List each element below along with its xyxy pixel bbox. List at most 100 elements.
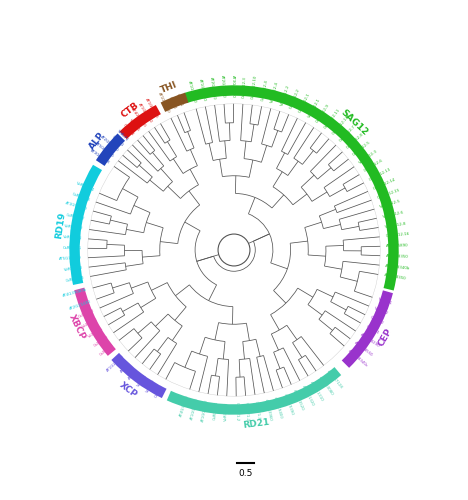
Text: CsSAG12-3: CsSAG12-3 — [241, 76, 247, 98]
Text: ALP: ALP — [88, 130, 107, 152]
Text: VvRD19-1: VvRD19-1 — [63, 235, 82, 240]
Text: AT4G11320: AT4G11320 — [301, 385, 314, 407]
Text: CsSAG12-15: CsSAG12-15 — [376, 188, 401, 200]
Text: CsSAG12-16: CsSAG12-16 — [386, 232, 410, 238]
Text: CEP: CEP — [377, 326, 394, 348]
Text: CsCEP1: CsCEP1 — [365, 324, 380, 335]
Text: CsRD19-1: CsRD19-1 — [63, 246, 82, 250]
Text: AT5G43080: AT5G43080 — [318, 375, 334, 396]
Text: VvSAG12-8: VvSAG12-8 — [384, 221, 406, 228]
Text: VvALP1: VvALP1 — [117, 129, 130, 142]
Text: CsALP1: CsALP1 — [111, 134, 124, 147]
Text: VvCTB1: VvCTB1 — [128, 118, 141, 132]
Text: VvCEP1: VvCEP1 — [377, 298, 393, 306]
Text: AT1G02880: AT1G02880 — [201, 400, 209, 422]
Text: CsXCP2: CsXCP2 — [154, 384, 165, 398]
Text: CsSAG12-9: CsSAG12-9 — [315, 103, 331, 124]
Text: CsRD19-2: CsRD19-2 — [66, 213, 85, 221]
Text: AT1G29080: AT1G29080 — [187, 80, 197, 104]
Text: AT3G54980: AT3G54980 — [65, 202, 88, 211]
Text: AT3G48340c: AT3G48340c — [347, 348, 369, 368]
Text: AT4G01610: AT4G01610 — [130, 107, 147, 128]
Text: AT5G45890: AT5G45890 — [386, 244, 409, 248]
Text: AT1G02890: AT1G02890 — [190, 397, 199, 420]
Text: CsCTB1: CsCTB1 — [122, 123, 135, 137]
Text: AT4G11310: AT4G11310 — [309, 380, 324, 402]
Text: CsSAG12-14: CsSAG12-14 — [373, 178, 396, 191]
Text: CsRD21-2: CsRD21-2 — [234, 402, 239, 421]
Text: AT5G10190: AT5G10190 — [59, 256, 82, 262]
Text: AT1G06260: AT1G06260 — [157, 92, 170, 114]
Text: RD21: RD21 — [242, 417, 270, 430]
Text: VvSAG12-1: VvSAG12-1 — [307, 97, 321, 118]
Text: CsXBCP3: CsXBCP3 — [77, 308, 95, 319]
Text: VvSAG12-2: VvSAG12-2 — [280, 84, 291, 106]
Text: AT3G43960: AT3G43960 — [263, 398, 272, 421]
Text: CsTHI1: CsTHI1 — [168, 96, 177, 110]
Text: CsSAG12-8: CsSAG12-8 — [345, 132, 365, 150]
Text: THI: THI — [159, 80, 179, 95]
Text: AT2G27420: AT2G27420 — [220, 75, 226, 98]
Text: AT4G39080b: AT4G39080b — [62, 288, 88, 298]
Text: CsRD19-3: CsRD19-3 — [65, 276, 85, 283]
Text: RD19: RD19 — [55, 212, 67, 240]
Text: CsRD19-6: CsRD19-6 — [72, 192, 91, 202]
Text: VvSAG12-5: VvSAG12-5 — [380, 200, 402, 209]
Text: VvXBCP1: VvXBCP1 — [87, 326, 104, 338]
Text: AT1G02305: AT1G02305 — [144, 98, 159, 120]
Text: AT5G48550: AT5G48550 — [354, 341, 374, 357]
Text: AT3G48340b: AT3G48340b — [385, 264, 411, 270]
Text: AT4G23520: AT4G23520 — [292, 390, 304, 412]
Text: VvRD21-2: VvRD21-2 — [244, 402, 249, 421]
Text: VvXCP2: VvXCP2 — [145, 378, 156, 394]
Text: VvSAG12-6: VvSAG12-6 — [382, 210, 404, 219]
Text: VvXCP1: VvXCP1 — [136, 373, 148, 388]
Text: CsXBCP2: CsXBCP2 — [93, 334, 110, 347]
Text: CsCEP2: CsCEP2 — [370, 316, 385, 326]
Text: CsSAG12-13: CsSAG12-13 — [368, 167, 392, 182]
Text: AT1G02300: AT1G02300 — [137, 102, 153, 124]
Text: AT4G39080: AT4G39080 — [179, 394, 190, 417]
Text: CsSAG12-4: CsSAG12-4 — [261, 78, 269, 101]
Text: CsSAG12-7: CsSAG12-7 — [339, 124, 357, 142]
Text: VvCEP2: VvCEP2 — [374, 306, 389, 316]
Text: AT1G20850: AT1G20850 — [106, 354, 125, 372]
Text: CsSAG12-11: CsSAG12-11 — [323, 108, 341, 130]
Text: AT3G48340: AT3G48340 — [231, 75, 235, 98]
Text: CsRD21-3: CsRD21-3 — [254, 400, 261, 420]
Text: AT2G59290: AT2G59290 — [100, 135, 119, 153]
Text: AT2G34090: AT2G34090 — [209, 76, 216, 100]
Text: VvRD19-4: VvRD19-4 — [75, 182, 95, 192]
Text: AT1G47128: AT1G47128 — [326, 369, 343, 390]
Text: VvTHI1: VvTHI1 — [176, 94, 184, 108]
Text: VvRD19-3: VvRD19-3 — [63, 266, 83, 272]
Text: AT5G48350: AT5G48350 — [384, 274, 407, 281]
Text: AT3G19390: AT3G19390 — [283, 393, 294, 416]
Text: VvSAG12-4: VvSAG12-4 — [271, 81, 280, 103]
Text: SAG12: SAG12 — [338, 108, 369, 138]
Text: VvXBCP2: VvXBCP2 — [82, 318, 99, 329]
Text: XBCP: XBCP — [67, 313, 87, 341]
Text: AT1G29090: AT1G29090 — [197, 78, 206, 101]
Text: CsSAG12-12: CsSAG12-12 — [331, 114, 350, 136]
Text: AT3G48350: AT3G48350 — [386, 254, 409, 259]
Text: CsSAG12-6: CsSAG12-6 — [363, 158, 384, 173]
Text: CTB: CTB — [119, 100, 140, 119]
Text: VvRD21-1: VvRD21-1 — [224, 402, 228, 421]
Text: CsRD21-1: CsRD21-1 — [212, 401, 219, 420]
Text: CsSAG12-5: CsSAG12-5 — [352, 140, 372, 157]
Text: CsSAG12-10: CsSAG12-10 — [251, 74, 258, 100]
Text: VvSAG12-3: VvSAG12-3 — [358, 149, 378, 165]
Text: CsSAG12-2: CsSAG12-2 — [289, 88, 301, 110]
Text: AT2G21430: AT2G21430 — [68, 300, 91, 311]
Text: AT3G19400: AT3G19400 — [273, 396, 283, 419]
Text: XCP: XCP — [118, 380, 139, 399]
Text: AtXCP1: AtXCP1 — [120, 360, 132, 374]
Text: CsSAG12-1: CsSAG12-1 — [298, 92, 311, 114]
Text: AT5G60290: AT5G60290 — [359, 332, 380, 348]
Text: CsXBCP1: CsXBCP1 — [99, 342, 116, 356]
Text: AT5G60360: AT5G60360 — [95, 142, 115, 158]
Text: 0.5: 0.5 — [238, 468, 252, 477]
Text: VvRD19-2: VvRD19-2 — [64, 224, 84, 230]
Text: AtXCP2: AtXCP2 — [128, 367, 140, 380]
